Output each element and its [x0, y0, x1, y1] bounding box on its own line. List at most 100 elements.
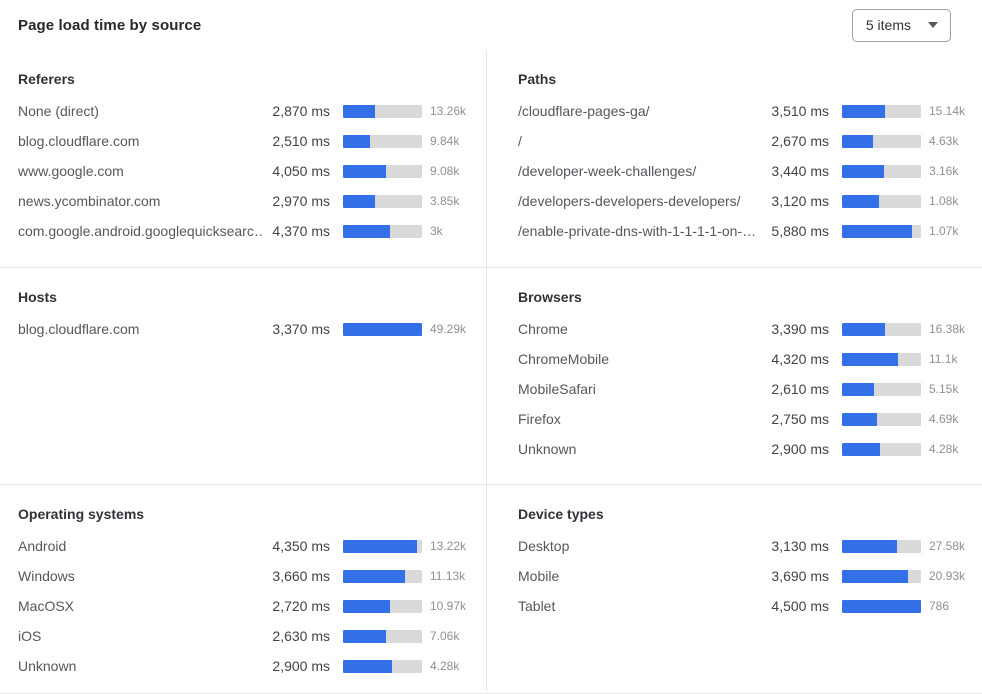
- row-label: MobileSafari: [518, 381, 596, 397]
- table-row: /enable-private-dns-with-1-1-1-1-on-… 5,8…: [518, 216, 975, 246]
- hosts-rows: blog.cloudflare.com 3,370 ms 49.29k: [18, 314, 476, 344]
- row-label: Desktop: [518, 538, 570, 554]
- row-load-time: 2,510 ms: [272, 133, 330, 149]
- panel-operating-systems: Operating systems Android 4,350 ms 13.22k W…: [0, 485, 486, 691]
- row-bar-fill: [842, 412, 877, 426]
- table-row: Unknown 2,900 ms 4.28k: [518, 434, 975, 464]
- row-count: 11.13k: [430, 569, 466, 583]
- table-row: Android 4,350 ms 13.22k: [18, 531, 476, 561]
- row-bar-track: [343, 164, 422, 178]
- row-bar-fill: [842, 104, 885, 118]
- widget-header: Page load time by source 5 items: [0, 0, 982, 50]
- row-bar-track: [842, 599, 921, 613]
- panel-title: Operating systems: [18, 506, 145, 522]
- row-bar-fill: [343, 322, 422, 336]
- row-bar-fill: [842, 164, 884, 178]
- row-label: /cloudflare-pages-ga/: [518, 103, 650, 119]
- row-count: 3k: [430, 224, 443, 238]
- row-count: 1.08k: [929, 194, 959, 208]
- row-load-time: 2,670 ms: [771, 133, 829, 149]
- row-label: /developers-developers-developers/: [518, 193, 741, 209]
- row-bar-fill: [842, 442, 880, 456]
- row-bar-track: [343, 599, 422, 613]
- table-row: blog.cloudflare.com 2,510 ms 9.84k: [18, 126, 476, 156]
- row-count: 9.84k: [430, 134, 460, 148]
- row-bar-fill: [842, 194, 880, 208]
- table-row: MobileSafari 2,610 ms 5.15k: [518, 374, 975, 404]
- items-count-value: 5 items: [865, 17, 911, 33]
- row-bar-track: [842, 194, 921, 208]
- row-count: 1.07k: [929, 224, 959, 238]
- table-row: Mobile 3,690 ms 20.93k: [518, 561, 975, 591]
- table-row: Chrome 3,390 ms 16.38k: [518, 314, 975, 344]
- table-row: /cloudflare-pages-ga/3,510 ms 15.14k: [518, 96, 975, 126]
- row-count: 4.63k: [929, 134, 959, 148]
- row-label: Firefox: [518, 411, 561, 427]
- row-bar-track: [842, 539, 921, 553]
- row-label: Unknown: [518, 441, 577, 457]
- operating-systems-rows: Android 4,350 ms 13.22k Windows 3,660 ms 11.1…: [18, 531, 476, 681]
- row-bar-fill: [842, 539, 898, 553]
- row-label: iOS: [18, 628, 42, 644]
- row-bar-track: [343, 224, 422, 238]
- panel-referers: Referers None (direct) 2,870 ms 13.26k blog…: [0, 50, 486, 267]
- panel-title: Hosts: [18, 289, 57, 305]
- page-title: Page load time by source: [18, 16, 202, 34]
- row-load-time: 2,900 ms: [771, 441, 829, 457]
- row-load-time: 2,750 ms: [771, 411, 829, 427]
- row-load-time: 4,050 ms: [272, 163, 330, 179]
- browsers-rows: Chrome 3,390 ms 16.38k ChromeMobile 4,320 ms…: [518, 314, 975, 464]
- row-load-time: 3,120 ms: [771, 193, 829, 209]
- row-bar-track: [343, 539, 422, 553]
- row-count: 9.08k: [430, 164, 460, 178]
- table-row: Unknown 2,900 ms 4.28k: [18, 651, 476, 681]
- row-load-time: 2,630 ms: [272, 628, 330, 644]
- referers-rows: None (direct) 2,870 ms 13.26k blog.cloudfla…: [18, 96, 476, 246]
- row-bar-track: [842, 352, 921, 366]
- band-referers-paths: Referers None (direct) 2,870 ms 13.26k blog…: [0, 50, 982, 267]
- row-load-time: 3,370 ms: [272, 321, 330, 337]
- row-bar-fill: [343, 104, 375, 118]
- row-count: 49.29k: [430, 322, 467, 336]
- row-bar-fill: [343, 194, 376, 208]
- row-count: 16.38k: [929, 322, 966, 336]
- panel-title: Referers: [18, 71, 75, 87]
- table-row: None (direct) 2,870 ms 13.26k: [18, 96, 476, 126]
- row-label: blog.cloudflare.com: [18, 133, 140, 149]
- table-row: /developer-week-challenges/3,440 ms 3.16k: [518, 156, 975, 186]
- row-load-time: 2,970 ms: [272, 193, 330, 209]
- row-load-time: 3,440 ms: [771, 163, 829, 179]
- row-load-time: 4,320 ms: [771, 351, 829, 367]
- items-count-dropdown[interactable]: 5 items: [851, 8, 951, 42]
- row-load-time: 4,370 ms: [272, 223, 330, 239]
- row-count: 4.28k: [430, 659, 460, 673]
- row-label: /: [518, 133, 522, 149]
- row-count: 13.22k: [430, 539, 467, 553]
- row-bar-track: [842, 569, 921, 583]
- panel-title: Paths: [518, 71, 557, 87]
- row-label: Mobile: [518, 568, 560, 584]
- row-label: Unknown: [18, 658, 77, 674]
- row-bar-fill: [842, 569, 908, 583]
- band-hosts-browsers: Hosts blog.cloudflare.com 3,370 ms 49.29k …: [0, 267, 982, 484]
- panel-device-types: Device types Desktop 3,130 ms 27.58k Mobile…: [486, 485, 982, 691]
- row-load-time: 3,390 ms: [771, 321, 829, 337]
- row-bar-fill: [343, 539, 418, 553]
- row-load-time: 4,350 ms: [272, 538, 330, 554]
- row-load-time: 4,500 ms: [771, 598, 829, 614]
- table-row: ChromeMobile 4,320 ms 11.1k: [518, 344, 975, 374]
- row-load-time: 3,510 ms: [771, 103, 829, 119]
- row-label: blog.cloudflare.com: [18, 321, 140, 337]
- row-count: 4.28k: [929, 442, 959, 456]
- row-bar-track: [842, 134, 921, 148]
- panel-browsers: Browsers Chrome 3,390 ms 16.38k ChromeMobil…: [486, 268, 982, 484]
- row-load-time: 3,660 ms: [272, 568, 330, 584]
- row-bar-fill: [343, 164, 387, 178]
- table-row: Desktop 3,130 ms 27.58k: [518, 531, 975, 561]
- table-row: Tablet 4,500 ms 786: [518, 591, 975, 621]
- table-row: com.google.android.googlequicksearc… 4,37…: [18, 216, 476, 246]
- row-count: 20.93k: [929, 569, 966, 583]
- table-row: blog.cloudflare.com 3,370 ms 49.29k: [18, 314, 476, 344]
- row-load-time: 3,130 ms: [771, 538, 829, 554]
- row-label: www.google.com: [18, 163, 124, 179]
